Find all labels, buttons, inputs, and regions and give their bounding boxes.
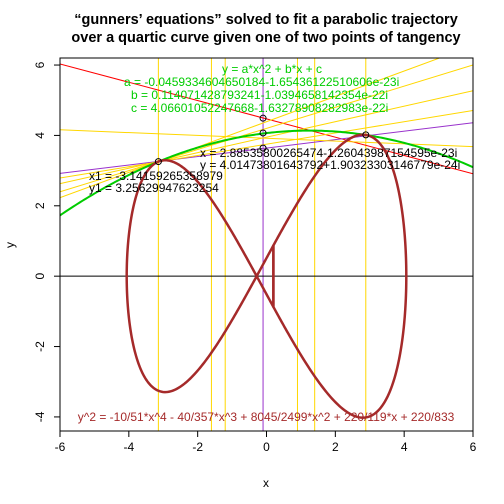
y-axis-label: y — [3, 242, 17, 248]
tangency-point-2 — [362, 131, 370, 139]
axes: -6 -4 -2 0 2 4 6 -4 -2 0 2 4 6 — [33, 61, 477, 454]
x-tick-label-1: -4 — [123, 440, 134, 454]
intercept-point-2 — [259, 114, 267, 122]
x-tick-label-5: 4 — [401, 440, 408, 454]
quartic-loop-1 — [272, 133, 408, 419]
point1-x-label: x1 = -3.14159265358979 — [89, 169, 223, 183]
intercept-point-0 — [259, 144, 267, 152]
annotations: y = a*x^2 + b*x + ca = -0.04593346046501… — [78, 62, 461, 424]
tangent-line-3 — [60, 64, 473, 193]
point2-y-label: y = 4.01473801643792+1.90323303146779e-2… — [200, 158, 460, 172]
quartic-equation-label: y^2 = -10/51*x^4 - 40/357*x^3 + 8045/249… — [78, 410, 455, 424]
tangent-line-2 — [60, 58, 441, 199]
y-tick-label-1: -2 — [33, 341, 47, 352]
chart-title: “gunners’ equations” solved to fit a par… — [74, 12, 458, 28]
coefficient-a-label: a = -0.0459334604650184-1.65436122510606… — [124, 75, 399, 89]
coefficient-c-label: c = 4.06601052247668-1.63278908282983e-2… — [131, 101, 388, 115]
plot-area — [60, 58, 473, 431]
tangency-point-1 — [154, 158, 162, 166]
y-tick-label-0: -4 — [33, 411, 47, 422]
x-tick-label-0: -6 — [55, 440, 66, 454]
x-axis-label: x — [263, 476, 269, 490]
y-tick-label-5: 6 — [33, 61, 47, 68]
x-tick-label-3: 0 — [263, 440, 270, 454]
y-tick-label-2: 0 — [33, 273, 47, 280]
y-tick-label-3: 2 — [33, 202, 47, 209]
coefficient-b-label: b = 0.114071428793241-1.0394658142354e-2… — [131, 88, 388, 102]
point2-x-label: x = 2.88535800265474-1.26043987154595e-2… — [200, 146, 457, 160]
tangent-line-0 — [60, 63, 473, 175]
tangent-line-4 — [60, 90, 473, 185]
chart-subtitle: over a quartic curve given one of two po… — [71, 30, 460, 46]
intercept-point-1 — [259, 129, 267, 137]
plot-frame — [59, 57, 474, 432]
tangent-line-5 — [60, 109, 473, 179]
x-tick-label-4: 2 — [332, 440, 339, 454]
point1-y-label: y1 = 3.25629947623254 — [89, 181, 219, 195]
x-tick-label-2: -2 — [192, 440, 203, 454]
x-tick-label-6: 6 — [470, 440, 477, 454]
y-tick-label-4: 4 — [33, 132, 47, 139]
parabola-equation-label: y = a*x^2 + b*x + c — [222, 62, 322, 76]
